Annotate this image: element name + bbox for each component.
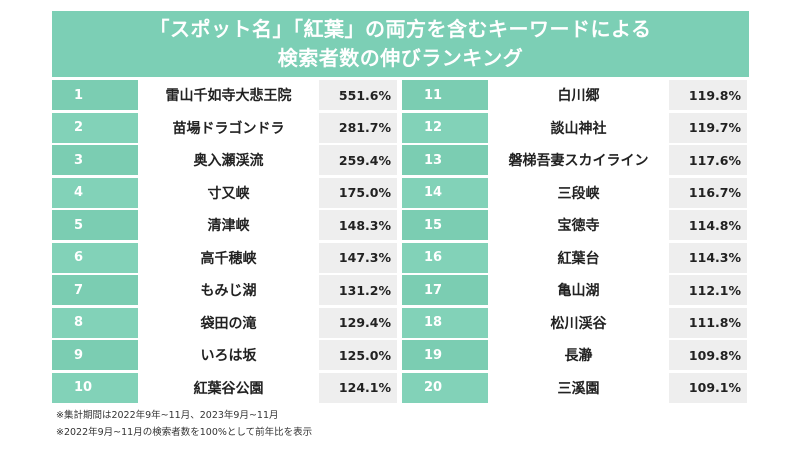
table-row: 4 寸又峡 175.0% [52, 177, 397, 208]
rank-cell: 18 [402, 307, 488, 338]
rank-cell: 4 [52, 177, 138, 208]
table-row: 3 奥入瀬渓流 259.4% [52, 145, 397, 175]
rank-cell: 11 [402, 80, 488, 110]
spot-name-cell: 苗場ドラゴンドラ [140, 112, 317, 143]
growth-value-cell: 109.8% [669, 340, 747, 370]
rank-cell: 19 [402, 340, 488, 370]
spot-name-cell: 寸又峡 [140, 177, 317, 208]
table-row: 9 いろは坂 125.0% [52, 340, 397, 370]
spot-name-cell: 三段峡 [490, 177, 667, 208]
growth-value-cell: 116.7% [669, 177, 747, 208]
rank-cell: 15 [402, 210, 488, 240]
rank-cell: 9 [52, 340, 138, 370]
spot-name-cell: 談山神社 [490, 112, 667, 143]
growth-value-cell: 111.8% [669, 307, 747, 338]
table-row: 14 三段峡 116.7% [402, 177, 747, 208]
growth-value-cell: 114.8% [669, 210, 747, 240]
table-row: 7 もみじ湖 131.2% [52, 275, 397, 305]
spot-name-cell: もみじ湖 [140, 275, 317, 305]
spot-name-cell: 清津峡 [140, 210, 317, 240]
growth-value-cell: 147.3% [319, 242, 397, 273]
table-row: 12 談山神社 119.7% [402, 112, 747, 143]
growth-value-cell: 112.1% [669, 275, 747, 305]
spot-name-cell: 宝徳寺 [490, 210, 667, 240]
spot-name-cell: 高千穂峡 [140, 242, 317, 273]
rank-cell: 20 [402, 372, 488, 403]
table-row: 11 白川郷 119.8% [402, 80, 747, 110]
rank-cell: 13 [402, 145, 488, 175]
table-row: 8 袋田の滝 129.4% [52, 307, 397, 338]
spot-name-cell: 袋田の滝 [140, 307, 317, 338]
rank-cell: 7 [52, 275, 138, 305]
rank-cell: 16 [402, 242, 488, 273]
growth-value-cell: 259.4% [319, 145, 397, 175]
rank-cell: 17 [402, 275, 488, 305]
spot-name-cell: 長瀞 [490, 340, 667, 370]
growth-value-cell: 551.6% [319, 80, 397, 110]
spot-name-cell: 三溪園 [490, 372, 667, 403]
rank-cell: 6 [52, 242, 138, 273]
rank-cell: 14 [402, 177, 488, 208]
spot-name-cell: いろは坂 [140, 340, 317, 370]
growth-value-cell: 114.3% [669, 242, 747, 273]
table-row: 6 高千穂峡 147.3% [52, 242, 397, 273]
rank-cell: 10 [52, 372, 138, 403]
growth-value-cell: 109.1% [669, 372, 747, 403]
growth-value-cell: 131.2% [319, 275, 397, 305]
table-row: 2 苗場ドラゴンドラ 281.7% [52, 112, 397, 143]
spot-name-cell: 雷山千如寺大悲王院 [140, 80, 317, 110]
rank-cell: 8 [52, 307, 138, 338]
footnote-period: ※集計期間は2022年9年~11月、2023年9月~11月 [56, 410, 279, 421]
footnote-baseline: ※2022年9月~11月の検索者数を100%として前年比を表示 [56, 427, 313, 438]
rank-cell: 2 [52, 112, 138, 143]
table-row: 20 三溪園 109.1% [402, 372, 747, 403]
spot-name-cell: 松川渓谷 [490, 307, 667, 338]
rank-cell: 1 [52, 80, 138, 110]
rank-cell: 3 [52, 145, 138, 175]
table-row: 10 紅葉谷公園 124.1% [52, 372, 397, 403]
growth-value-cell: 148.3% [319, 210, 397, 240]
ranking-table-right: 11 白川郷 119.8% 12 談山神社 119.7% 13 磐梯吾妻スカイライン 117… [402, 80, 747, 405]
title-line-2: 検索者数の伸びランキング [277, 46, 524, 70]
growth-value-cell: 281.7% [319, 112, 397, 143]
table-row: 5 清津峡 148.3% [52, 210, 397, 240]
spot-name-cell: 紅葉台 [490, 242, 667, 273]
spot-name-cell: 白川郷 [490, 80, 667, 110]
growth-value-cell: 125.0% [319, 340, 397, 370]
growth-value-cell: 119.7% [669, 112, 747, 143]
spot-name-cell: 奥入瀬渓流 [140, 145, 317, 175]
growth-value-cell: 117.6% [669, 145, 747, 175]
spot-name-cell: 磐梯吾妻スカイライン [490, 145, 667, 175]
ranking-table-left: 1 雷山千如寺大悲王院 551.6% 2 苗場ドラゴンドラ 281.7% 3 奥入瀬渓流 2… [52, 80, 397, 405]
title-line-1: 「スポット名」「紅葉」の両方を含むキーワードによる [149, 17, 652, 41]
spot-name-cell: 亀山湖 [490, 275, 667, 305]
spot-name-cell: 紅葉谷公園 [140, 372, 317, 403]
table-row: 19 長瀞 109.8% [402, 340, 747, 370]
growth-value-cell: 175.0% [319, 177, 397, 208]
table-row: 17 亀山湖 112.1% [402, 275, 747, 305]
rank-cell: 12 [402, 112, 488, 143]
table-row: 13 磐梯吾妻スカイライン 117.6% [402, 145, 747, 175]
table-row: 1 雷山千如寺大悲王院 551.6% [52, 80, 397, 110]
title-banner: 「スポット名」「紅葉」の両方を含むキーワードによる 検索者数の伸びランキング [52, 11, 749, 77]
rank-cell: 5 [52, 210, 138, 240]
growth-value-cell: 124.1% [319, 372, 397, 403]
table-row: 18 松川渓谷 111.8% [402, 307, 747, 338]
growth-value-cell: 129.4% [319, 307, 397, 338]
table-row: 15 宝徳寺 114.8% [402, 210, 747, 240]
table-row: 16 紅葉台 114.3% [402, 242, 747, 273]
growth-value-cell: 119.8% [669, 80, 747, 110]
